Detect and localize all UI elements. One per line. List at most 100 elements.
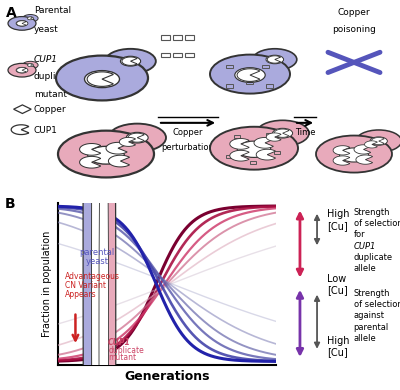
- Text: duplicate: duplicate: [354, 253, 393, 262]
- Wedge shape: [230, 138, 249, 149]
- Wedge shape: [356, 155, 373, 164]
- Text: Copper: Copper: [338, 8, 370, 17]
- Wedge shape: [122, 57, 137, 66]
- Wedge shape: [256, 149, 276, 160]
- Text: for: for: [354, 230, 365, 239]
- Circle shape: [266, 55, 284, 64]
- Wedge shape: [372, 138, 384, 145]
- Text: Strength: Strength: [354, 207, 390, 217]
- Wedge shape: [87, 72, 113, 86]
- Circle shape: [92, 0, 103, 390]
- Y-axis label: Fraction in population: Fraction in population: [42, 230, 52, 337]
- Text: duplicate: duplicate: [34, 72, 76, 81]
- Wedge shape: [267, 56, 280, 63]
- Circle shape: [56, 55, 148, 101]
- Text: parental: parental: [354, 323, 389, 332]
- Text: [Cu]: [Cu]: [327, 221, 348, 230]
- Circle shape: [253, 49, 297, 70]
- Text: allele: allele: [354, 334, 376, 343]
- Text: poisoning: poisoning: [332, 25, 376, 34]
- Text: of selection: of selection: [354, 219, 400, 228]
- Wedge shape: [354, 145, 371, 154]
- Circle shape: [235, 67, 265, 83]
- Text: Advantageous: Advantageous: [64, 271, 120, 281]
- Wedge shape: [28, 64, 32, 66]
- Circle shape: [108, 124, 166, 152]
- Wedge shape: [17, 21, 26, 26]
- Text: perturbation: perturbation: [162, 143, 214, 152]
- Circle shape: [210, 127, 298, 170]
- Wedge shape: [11, 125, 29, 135]
- Circle shape: [27, 17, 34, 20]
- Text: A: A: [6, 6, 17, 20]
- Circle shape: [84, 71, 120, 88]
- Circle shape: [23, 14, 38, 22]
- Circle shape: [8, 63, 36, 77]
- Text: CUP1: CUP1: [354, 242, 376, 251]
- Text: Strength: Strength: [354, 289, 390, 298]
- Text: yeast: yeast: [86, 257, 109, 266]
- Wedge shape: [119, 137, 136, 146]
- Circle shape: [27, 64, 34, 67]
- Text: parental: parental: [80, 248, 115, 257]
- Text: CUP1: CUP1: [34, 55, 58, 64]
- Wedge shape: [364, 141, 378, 148]
- Circle shape: [316, 136, 392, 172]
- Circle shape: [8, 16, 36, 30]
- Circle shape: [210, 55, 290, 94]
- Text: mutant: mutant: [34, 90, 67, 99]
- Text: High: High: [327, 335, 349, 346]
- Wedge shape: [333, 156, 350, 165]
- Circle shape: [58, 131, 154, 177]
- Wedge shape: [28, 17, 32, 20]
- Text: B: B: [5, 197, 16, 211]
- Circle shape: [16, 21, 28, 26]
- Text: Time: Time: [294, 128, 315, 136]
- Circle shape: [99, 0, 108, 390]
- Wedge shape: [333, 146, 350, 155]
- Circle shape: [237, 141, 271, 158]
- Text: CUP1: CUP1: [34, 126, 58, 135]
- Wedge shape: [17, 67, 26, 73]
- Wedge shape: [128, 133, 144, 142]
- Text: [Cu]: [Cu]: [327, 347, 348, 357]
- Wedge shape: [108, 155, 130, 167]
- Text: of selection: of selection: [354, 300, 400, 309]
- Circle shape: [88, 146, 124, 164]
- Text: Copper: Copper: [173, 128, 203, 136]
- Circle shape: [272, 128, 293, 138]
- X-axis label: Generations: Generations: [124, 370, 210, 383]
- Wedge shape: [274, 129, 289, 137]
- Wedge shape: [230, 151, 249, 161]
- Circle shape: [356, 130, 400, 152]
- Wedge shape: [80, 144, 101, 155]
- Text: Copper: Copper: [34, 105, 67, 114]
- Wedge shape: [266, 133, 281, 141]
- Text: Appears: Appears: [64, 290, 96, 299]
- Wedge shape: [106, 142, 127, 154]
- Circle shape: [23, 61, 38, 69]
- Circle shape: [83, 0, 112, 390]
- Text: yeast: yeast: [34, 25, 59, 34]
- Text: Parental: Parental: [34, 6, 71, 15]
- Text: mutant: mutant: [108, 353, 136, 362]
- Wedge shape: [237, 69, 260, 82]
- Text: allele: allele: [354, 264, 376, 273]
- Text: CUP1: CUP1: [108, 338, 131, 347]
- Wedge shape: [80, 156, 101, 168]
- Circle shape: [105, 0, 118, 190]
- Text: duplicate: duplicate: [108, 346, 144, 355]
- Text: Low: Low: [327, 274, 346, 284]
- Text: [Cu]: [Cu]: [327, 285, 348, 295]
- Text: CN Variant: CN Variant: [64, 281, 106, 290]
- Text: High: High: [327, 209, 349, 219]
- Wedge shape: [254, 138, 274, 148]
- Circle shape: [340, 148, 368, 162]
- Circle shape: [105, 49, 156, 73]
- Circle shape: [120, 56, 141, 66]
- Circle shape: [98, 0, 114, 54]
- Text: against: against: [354, 311, 385, 320]
- Circle shape: [256, 120, 309, 146]
- Circle shape: [126, 132, 148, 143]
- Circle shape: [370, 137, 387, 145]
